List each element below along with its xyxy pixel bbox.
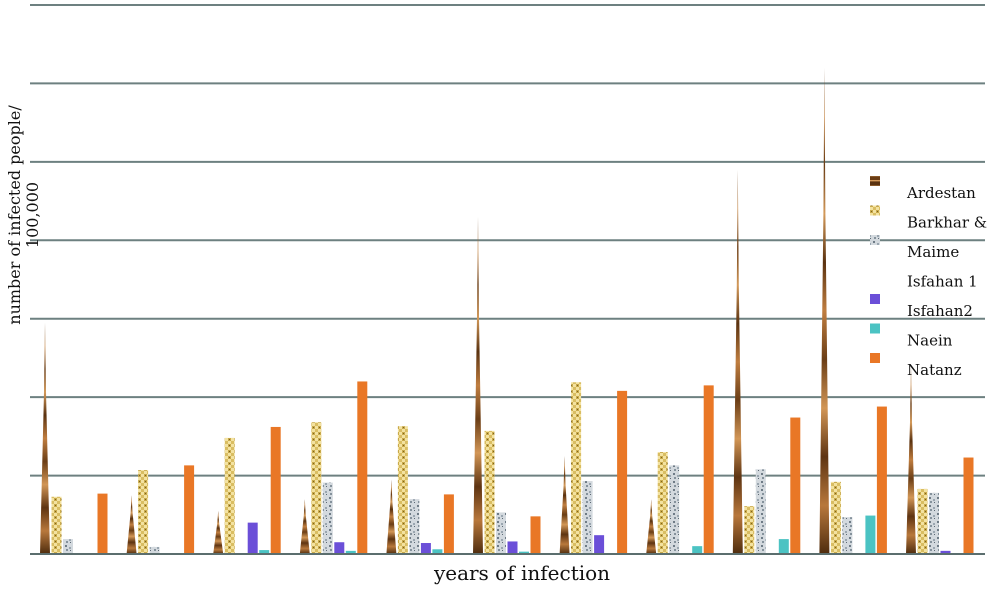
bar-isfahan2-3 [247,522,258,554]
bar-natanz-9 [790,417,801,554]
gridlines [30,4,985,477]
bar-natanz-1 [97,493,108,554]
bar-naein-6 [519,551,529,554]
bar-barkhar-4 [311,422,322,554]
bar-ardestan-7 [559,455,570,554]
legend-label-2: Barkhar & [907,214,987,232]
bar-barkhar-3 [224,437,235,554]
bar-natanz-11 [963,457,974,554]
bar-maime-4 [322,482,333,554]
bar-isfahan2-5 [420,543,431,554]
legend-swatch-1 [870,176,880,186]
bar-maime-6 [496,512,506,554]
bar-barkhar-9 [744,506,755,554]
bar-isfahan2-11 [940,550,951,554]
legend-swatch-2 [870,205,880,216]
bar-barkhar-2 [138,470,149,554]
bar-isfahan2-6 [507,541,518,554]
legend-label-1: Ardestan [906,184,976,202]
bar-maime-7 [582,481,593,554]
bar-barkhar-6 [484,430,495,554]
bar-ardestan-11 [906,365,916,554]
bar-barkhar-10 [830,481,841,554]
bar-maime-11 [929,492,939,554]
bar-ardestan-6 [473,216,483,554]
bar-naein-5 [432,549,443,554]
bar-maime-9 [755,469,766,554]
bar-naein-3 [259,550,270,554]
bar-natanz-5 [443,494,454,554]
bar-natanz-6 [530,516,541,554]
bar-naein-8 [692,546,703,554]
bar-isfahan2-4 [334,542,345,554]
bar-ardestan-5 [386,479,397,554]
legend-swatch-7 [870,353,880,363]
bar-natanz-3 [270,426,281,554]
bar-maime-5 [409,499,420,554]
bar-naein-4 [345,550,356,554]
bar-maime-2 [149,546,160,554]
bar-ardestan-3 [213,510,224,554]
bar-natanz-7 [617,390,628,554]
bar-natanz-4 [357,381,368,554]
y-axis-title-line1: number of infected people/ [5,105,24,325]
legend-label-5: Isfahan2 [907,302,973,320]
bar-ardestan-2 [126,495,137,554]
bar-barkhar-5 [397,426,408,554]
legend-label-3: Maime [907,243,959,261]
legend: Ardestan Barkhar & Maime Isfahan 1 Isfahan2 N… [870,176,987,379]
legend-swatch-3 [870,235,880,245]
bar-barkhar-7 [571,382,582,554]
bar-barkhar-11 [917,488,928,554]
legend-label-4: Isfahan 1 [907,273,978,291]
bar-ardestan-10 [819,67,830,554]
bar-natanz-10 [876,406,887,554]
bar-maime-1 [63,539,73,554]
bars [40,67,974,554]
legend-swatch-5 [870,294,880,304]
bar-ardestan-1 [40,322,50,554]
bar-naein-10 [865,515,876,554]
bar-ardestan-4 [299,499,310,554]
bar-maime-8 [669,465,680,554]
bar-barkhar-8 [657,452,668,554]
x-axis-title: years of infection [433,561,610,585]
bar-ardestan-8 [646,499,657,554]
bar-isfahan2-7 [594,535,605,554]
bar-barkhar-1 [51,496,62,554]
bar-maime-10 [842,517,853,554]
bar-natanz-8 [703,385,714,554]
legend-label-6: Naein [907,332,953,350]
y-axis-title: number of infected people/ 100,000 [5,105,42,325]
legend-swatch-6 [870,323,880,334]
bar-natanz-2 [184,465,195,554]
y-axis-title-line2: 100,000 [23,182,42,248]
legend-label-7: Natanz [907,361,962,379]
bar-naein-9 [778,539,789,554]
bar-ardestan-9 [732,169,743,554]
